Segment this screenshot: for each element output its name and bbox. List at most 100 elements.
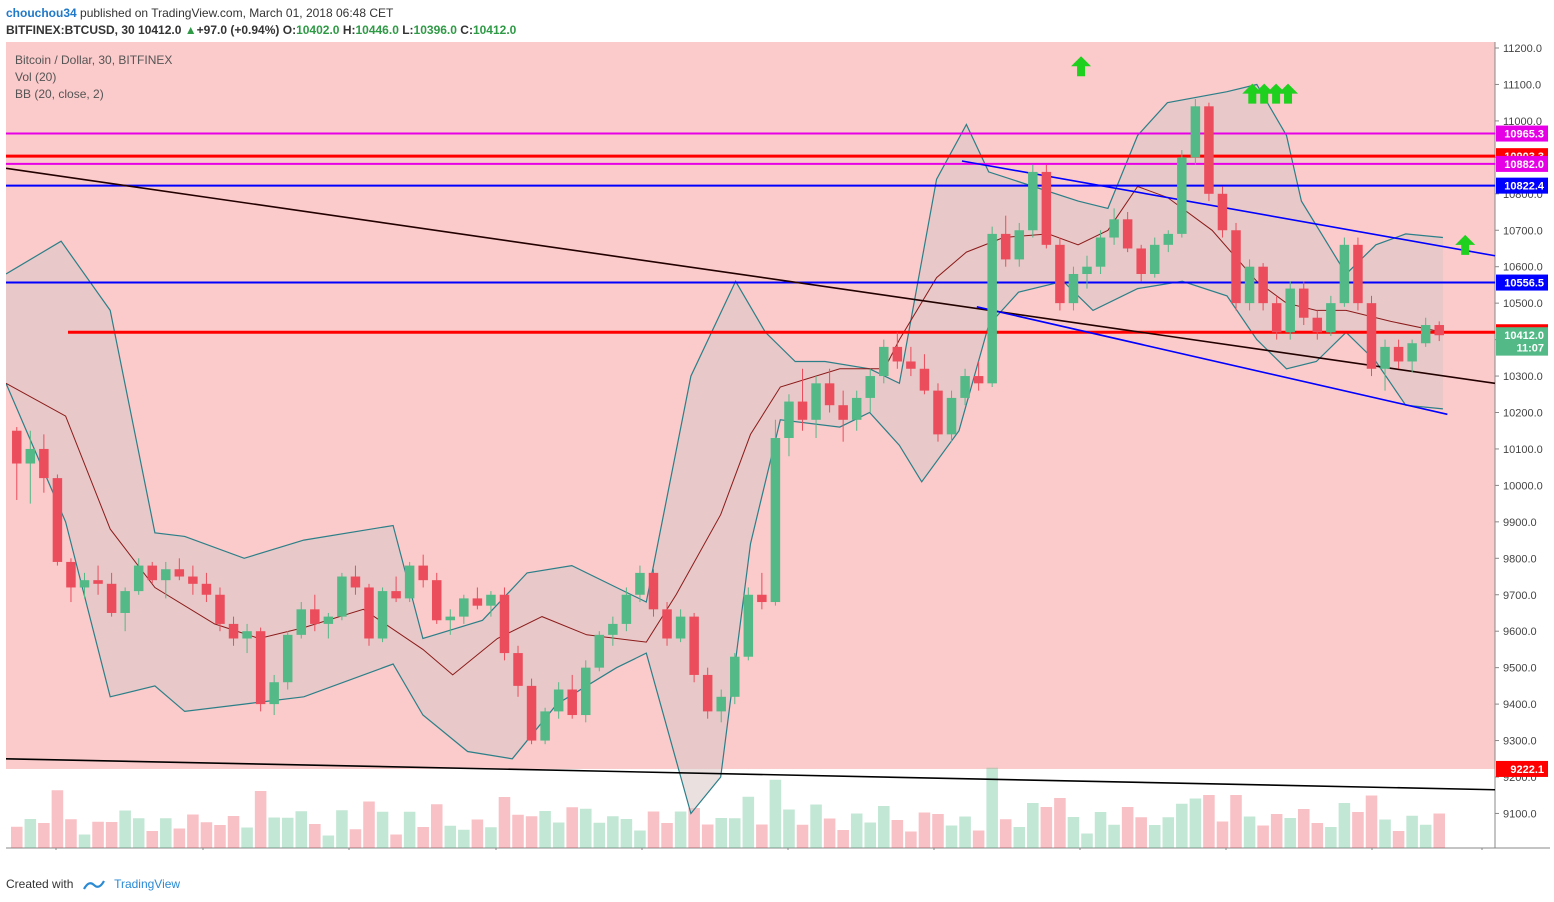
- tradingview-brand-link[interactable]: TradingView: [114, 877, 181, 891]
- volume-bar: [1040, 807, 1053, 848]
- close-value: 10412.0: [472, 23, 517, 37]
- y-tick-label: 9600.0: [1503, 626, 1537, 638]
- price-label: 9222.1: [1510, 764, 1544, 776]
- candle-body: [1434, 325, 1444, 336]
- candle-body: [133, 565, 144, 592]
- candle-body: [540, 711, 550, 741]
- candle-body: [1095, 237, 1106, 267]
- volume-bar: [78, 834, 91, 848]
- candle-body: [553, 689, 564, 712]
- volume-bar: [430, 804, 443, 848]
- volume-bar: [796, 824, 809, 848]
- candle-body: [594, 634, 605, 668]
- candle-body: [1326, 303, 1336, 333]
- candle-body: [797, 401, 808, 420]
- price-chart[interactable]: 11200.011100.011000.010900.010800.010700…: [5, 42, 1550, 867]
- bollinger-basis-line: [5, 185, 1444, 676]
- volume-bar: [227, 816, 240, 848]
- volume-bar: [701, 824, 714, 848]
- close-label: C:: [460, 23, 473, 37]
- candle-body: [106, 583, 117, 613]
- horizontal-levels: [6, 132, 1495, 334]
- volume-bar: [1135, 817, 1147, 848]
- open-label: O:: [282, 23, 297, 37]
- price-label: 10556.5: [1504, 278, 1544, 290]
- volume-bar: [742, 796, 755, 848]
- candle-body: [1339, 244, 1350, 304]
- candle-body: [66, 561, 76, 588]
- bollinger-lower-line: [5, 280, 1443, 815]
- candle-body: [824, 383, 835, 406]
- volume-bar: [891, 820, 904, 848]
- volume-bar: [837, 830, 849, 848]
- volume-bar: [620, 819, 633, 848]
- candle-body: [1041, 171, 1052, 245]
- candle-body: [255, 631, 266, 705]
- volume-bar: [1027, 803, 1039, 848]
- volume-bar: [1203, 795, 1215, 848]
- price-label: 11:07: [1516, 343, 1544, 355]
- candle-body: [52, 478, 63, 562]
- candle-body: [1393, 346, 1404, 362]
- candle-body: [757, 594, 767, 603]
- candle-body: [1258, 266, 1268, 304]
- legend: Bitcoin / Dollar, 30, BITFINEX Vol (20) …: [15, 53, 172, 101]
- high-value: 10446.0: [355, 23, 399, 37]
- volume-bar: [160, 818, 172, 848]
- volume-bar: [146, 831, 159, 848]
- up-arrow-icon: [1266, 83, 1287, 104]
- volume-bar: [850, 813, 863, 848]
- candle-body: [770, 438, 781, 603]
- header: chouchou34 published on TradingView.com,…: [0, 0, 1554, 42]
- price-label-box: [1496, 760, 1548, 777]
- volume-bar: [593, 822, 606, 848]
- volume-bar: [322, 835, 335, 848]
- candle-body: [364, 587, 374, 639]
- volume-bar: [579, 808, 592, 848]
- candle-body: [1082, 266, 1092, 274]
- price-label: 10882.0: [1504, 159, 1544, 171]
- volume-bar: [1406, 815, 1418, 848]
- candle-body: [296, 609, 307, 635]
- volume-bar: [92, 821, 104, 848]
- candle-body: [1136, 248, 1146, 274]
- volume-bar: [878, 806, 890, 848]
- candle-body: [784, 401, 794, 439]
- volume-bar: [905, 831, 917, 848]
- volume-bar: [823, 818, 836, 848]
- price-label-box: [1496, 327, 1548, 344]
- candle-body: [987, 233, 997, 384]
- volume-bar: [309, 824, 321, 848]
- volume-bar: [647, 811, 660, 848]
- volume-bar: [1270, 814, 1283, 848]
- y-tick-label: 10200.0: [1503, 408, 1543, 420]
- signal-arrows: [1071, 56, 1476, 255]
- volume-bar: [336, 810, 348, 848]
- candle-body: [25, 448, 36, 464]
- candle-body: [689, 616, 699, 675]
- volume-bar: [1419, 824, 1432, 848]
- author-link[interactable]: chouchou34: [6, 6, 77, 20]
- candle-body: [1231, 230, 1241, 304]
- volume-bar: [187, 814, 199, 848]
- price-label-box: [1496, 125, 1548, 142]
- symbol-label: BITFINEX:BTCUSD, 30: [6, 23, 135, 37]
- chart-container[interactable]: 11200.011100.011000.010900.010800.010700…: [5, 42, 1550, 867]
- y-tick-label: 9700.0: [1503, 590, 1537, 602]
- y-tick-label: 9400.0: [1503, 699, 1537, 711]
- candle-body: [730, 656, 740, 697]
- y-tick-label: 9100.0: [1503, 808, 1537, 820]
- y-tick-label: 10500.0: [1503, 298, 1543, 310]
- candle-body: [1109, 219, 1119, 238]
- volume-bar: [1338, 803, 1351, 848]
- change-value: +97.0 (+0.94%): [196, 23, 280, 37]
- candle-body: [1000, 233, 1011, 260]
- volume-bar: [810, 804, 822, 848]
- candle-body: [350, 576, 361, 588]
- volume-bar: [1297, 809, 1310, 848]
- candle-body: [960, 376, 970, 398]
- volume-bar: [1067, 817, 1080, 848]
- candle-body: [188, 576, 198, 584]
- volume-bar: [1392, 831, 1405, 848]
- candle-body: [635, 572, 645, 595]
